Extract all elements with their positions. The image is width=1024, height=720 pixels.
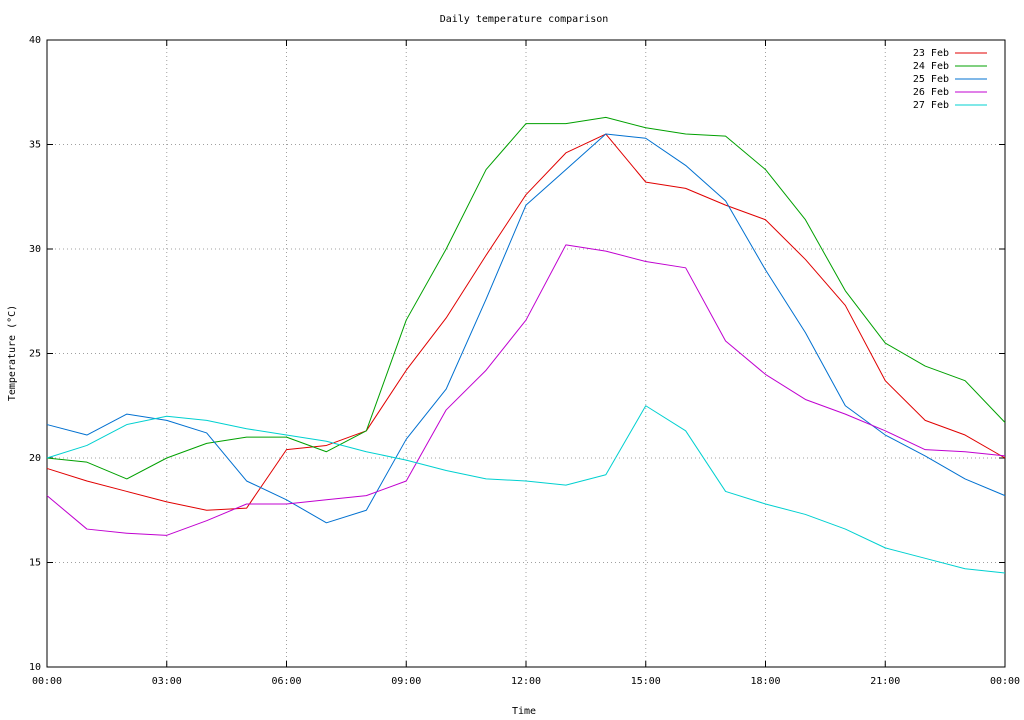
chart-title: Daily temperature comparison: [440, 14, 609, 25]
y-tick-label: 15: [29, 558, 41, 569]
y-tick-label: 40: [29, 35, 41, 46]
x-tick-label: 18:00: [750, 676, 780, 687]
y-tick-label: 35: [29, 140, 41, 151]
series-line: [46, 133, 1006, 511]
legend-label: 27 Feb: [913, 100, 949, 111]
series-line: [46, 116, 1006, 480]
legend-label: 25 Feb: [913, 74, 949, 85]
legend-label: 23 Feb: [913, 48, 949, 59]
y-tick-label: 10: [29, 662, 41, 673]
x-tick-label: 21:00: [870, 676, 900, 687]
series-line: [46, 244, 1006, 536]
x-axis-label: Time: [512, 706, 536, 717]
x-tick-label: 06:00: [271, 676, 301, 687]
series-line: [46, 405, 1006, 574]
y-tick-label: 30: [29, 244, 41, 255]
x-tick-label: 12:00: [511, 676, 541, 687]
x-tick-label: 00:00: [32, 676, 62, 687]
y-axis-label: Temperature (°C): [7, 305, 18, 401]
x-tick-label: 03:00: [152, 676, 182, 687]
plot-frame: [46, 39, 1006, 668]
x-tick-label: 00:00: [990, 676, 1020, 687]
legend-label: 26 Feb: [913, 87, 949, 98]
series-line: [46, 133, 1006, 524]
y-tick-label: 25: [29, 349, 41, 360]
x-tick-label: 15:00: [631, 676, 661, 687]
x-tick-label: 09:00: [391, 676, 421, 687]
legend-label: 24 Feb: [913, 61, 949, 72]
y-tick-label: 20: [29, 453, 41, 464]
